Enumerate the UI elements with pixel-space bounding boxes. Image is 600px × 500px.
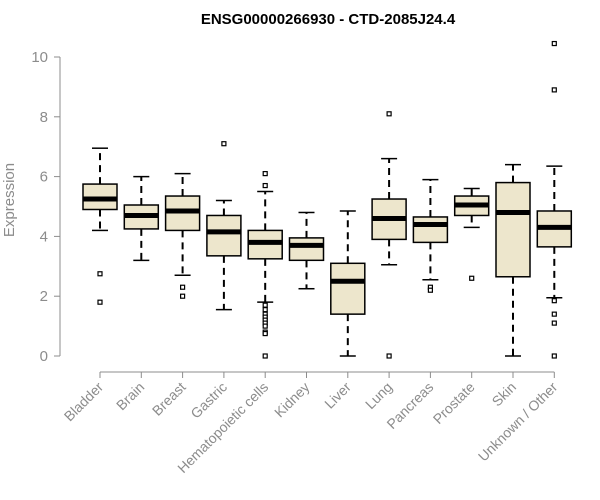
outlier-point: [262, 353, 268, 359]
y-tick-label: 4: [40, 228, 48, 245]
y-tick-label: 2: [40, 288, 48, 305]
outlier-point: [551, 87, 557, 93]
box-lung: [371, 111, 407, 359]
y-tick-label: 8: [40, 109, 48, 126]
box-breast: [164, 172, 201, 299]
outlier-point: [551, 298, 557, 304]
outlier-point: [180, 284, 186, 290]
outlier-point: [262, 330, 268, 337]
x-tick-label: Kidney: [271, 379, 313, 421]
outlier-point: [180, 293, 186, 299]
box-bladder: [82, 147, 118, 305]
outlier-point: [97, 299, 103, 305]
outlier-point: [427, 287, 433, 293]
iqr-box: [206, 214, 242, 257]
y-axis-label: Expression: [1, 163, 18, 237]
box-kidney: [288, 211, 325, 290]
iqr-box: [495, 181, 531, 278]
outlier-point: [386, 353, 392, 359]
x-tick-label: Bladder: [61, 379, 107, 425]
outlier-point: [551, 320, 557, 326]
box-prostate: [453, 187, 490, 281]
box-skin: [495, 163, 531, 357]
outlier-point: [551, 311, 557, 317]
outlier-point: [551, 353, 557, 359]
iqr-box: [288, 237, 325, 262]
chart-title: ENSG00000266930 - CTD-2085J24.4: [201, 11, 456, 28]
x-tick-label: Brain: [113, 379, 147, 413]
box-liver: [330, 210, 366, 357]
box-hematopoietic-cells: [247, 171, 283, 359]
outlier-point: [469, 275, 475, 281]
x-tick-label: Breast: [149, 379, 189, 419]
outlier-point: [386, 111, 392, 117]
outlier-point: [551, 40, 557, 47]
iqr-box: [412, 216, 449, 244]
y-tick-label: 6: [40, 169, 48, 186]
plot-area: [82, 40, 573, 359]
y-axis: 0 2 4 6 8 10: [31, 49, 61, 365]
outlier-point: [262, 302, 268, 308]
outlier-point: [97, 271, 103, 277]
box-brain: [123, 175, 160, 262]
outlier-point: [262, 182, 268, 189]
box-gastric: [206, 141, 242, 311]
y-tick-label: 10: [31, 49, 48, 66]
outlier-point: [262, 171, 268, 177]
x-tick-label: Prostate: [430, 379, 478, 427]
outlier-point: [262, 323, 268, 329]
x-tick-label: Lung: [362, 379, 395, 412]
x-tick-label: Liver: [321, 379, 354, 412]
outlier-point: [221, 141, 227, 147]
x-tick-label: Skin: [489, 379, 520, 410]
iqr-box: [330, 262, 366, 315]
box-pancreas: [412, 178, 449, 293]
box-unknown-other: [536, 40, 573, 359]
y-tick-label: 0: [40, 348, 48, 365]
outlier-point: [262, 307, 268, 313]
